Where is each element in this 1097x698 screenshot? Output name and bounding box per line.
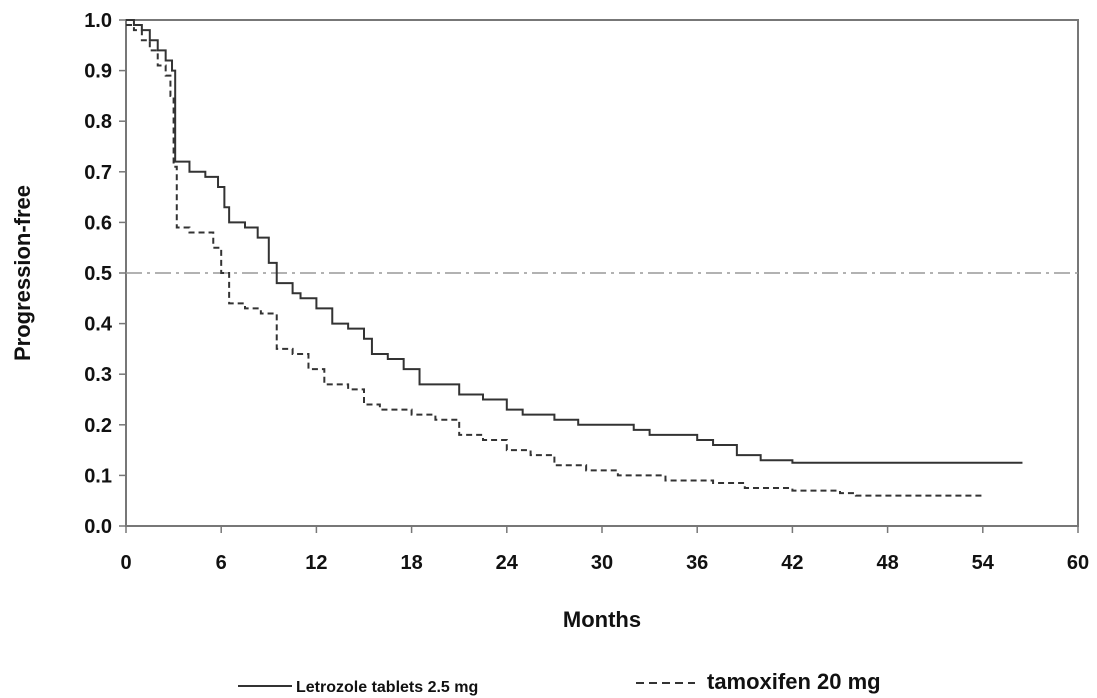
y-tick-label: 1.0	[84, 10, 112, 32]
series-line-letrozole	[126, 19, 1023, 464]
y-axis-title: Progression-free	[10, 185, 35, 361]
y-tick-label: 0.3	[84, 364, 112, 386]
y-tick-label: 0.2	[84, 415, 112, 437]
legend-label-letrozole: Letrozole tablets 2.5 mg	[296, 679, 478, 696]
series-line-tamoxifen	[126, 24, 983, 497]
x-tick-label: 36	[686, 552, 708, 574]
y-tick-label: 0.6	[84, 212, 112, 234]
x-tick-label: 18	[400, 552, 422, 574]
series-layer	[126, 19, 1023, 497]
legend: Letrozole tablets 2.5 mg tamoxifen 20 mg	[238, 669, 881, 696]
x-axis-ticks: 0 6 12 18 24 30 36 42 48 54 60	[120, 526, 1089, 574]
x-tick-label: 12	[305, 552, 327, 574]
x-tick-label: 60	[1067, 552, 1089, 574]
legend-label-tamoxifen: tamoxifen 20 mg	[707, 669, 881, 694]
y-tick-label: 0.7	[84, 162, 112, 184]
x-tick-label: 0	[120, 552, 131, 574]
x-tick-label: 48	[876, 552, 898, 574]
y-axis-ticks: 0.0 0.1 0.2 0.3 0.4 0.5 0.6 0.7 0.8 0.9 1.0	[84, 10, 126, 538]
y-tick-label: 0.8	[84, 111, 112, 133]
y-tick-label: 0.0	[84, 516, 112, 538]
y-tick-label: 0.4	[84, 314, 113, 336]
x-tick-label: 54	[972, 552, 995, 574]
x-tick-label: 24	[496, 552, 519, 574]
x-axis-title: Months	[563, 607, 641, 632]
y-tick-label: 0.1	[84, 465, 112, 487]
x-tick-label: 42	[781, 552, 803, 574]
x-tick-label: 6	[216, 552, 227, 574]
y-tick-label: 0.9	[84, 61, 112, 83]
x-tick-label: 30	[591, 552, 613, 574]
y-tick-label: 0.5	[84, 263, 112, 285]
